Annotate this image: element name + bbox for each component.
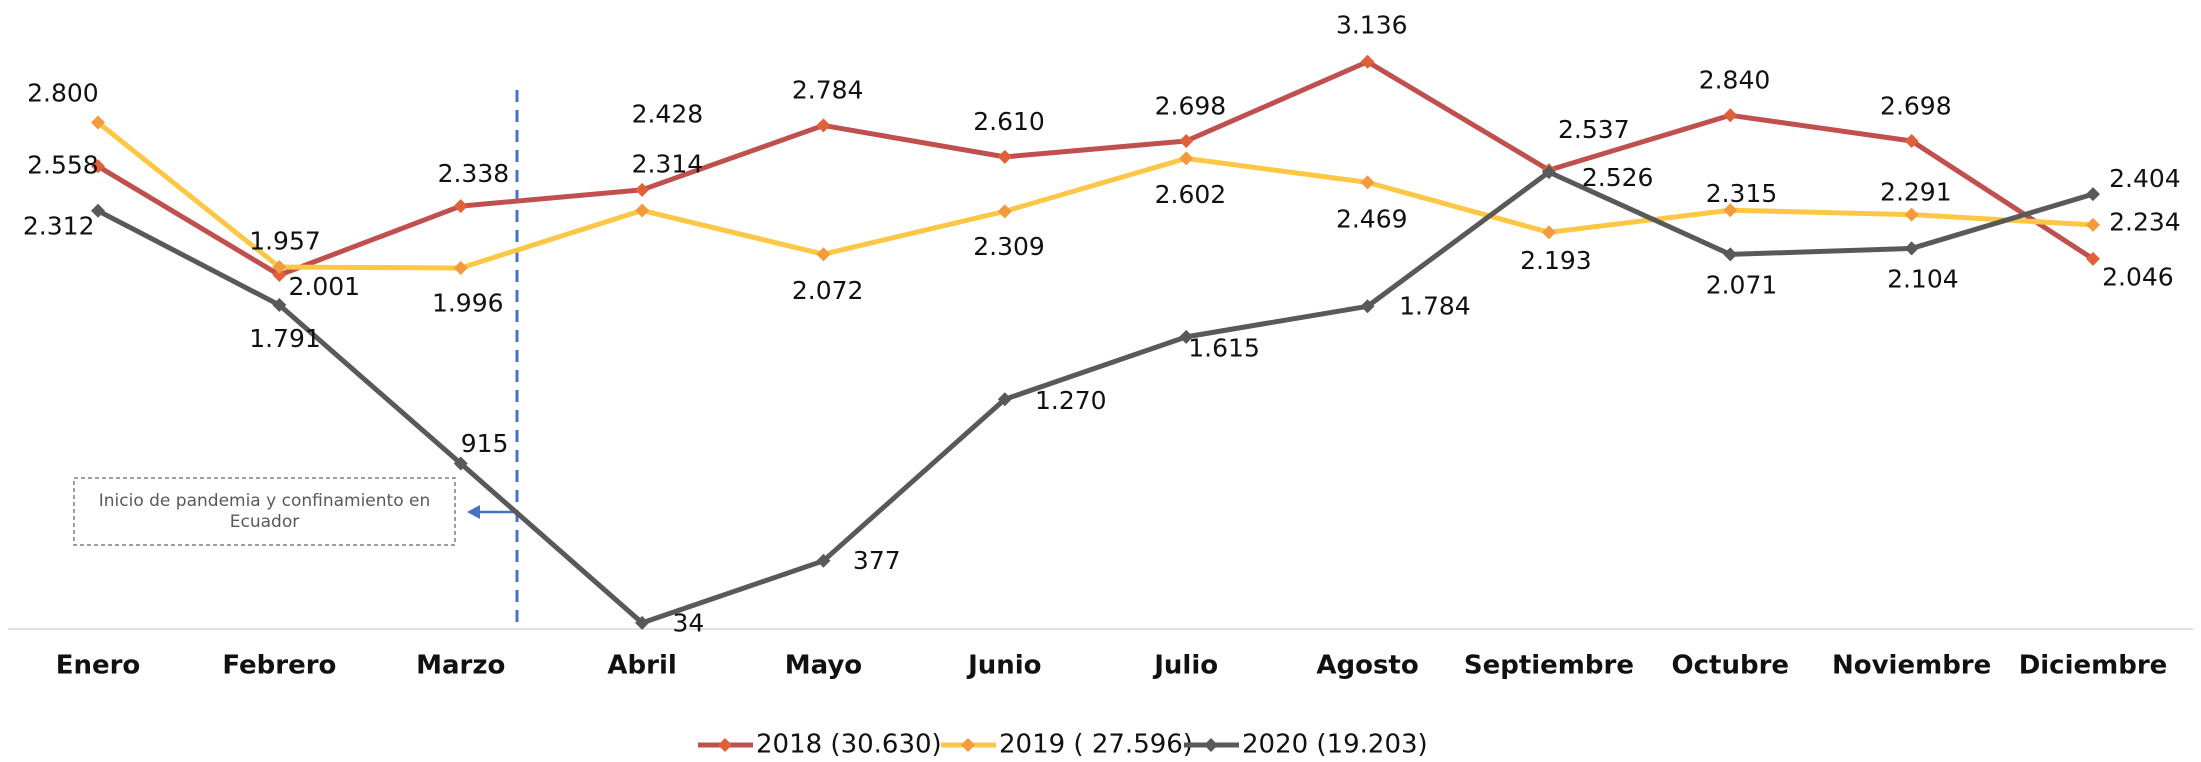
marker	[1360, 299, 1375, 314]
data-label: 34	[673, 608, 705, 637]
data-label: 2.315	[1706, 179, 1778, 208]
x-tick-label: Febrero	[222, 651, 336, 681]
data-label: 2.193	[1520, 246, 1592, 275]
marker	[2086, 217, 2100, 232]
series-line	[96, 169, 2094, 626]
data-label: 915	[461, 429, 509, 458]
x-tick-label: Mayo	[785, 651, 862, 681]
data-label: 2.558	[27, 150, 99, 179]
data-label: 1.270	[1035, 386, 1107, 415]
annotation-box	[73, 477, 456, 546]
marker	[997, 204, 1012, 219]
data-label: 1.791	[249, 324, 321, 353]
data-label: 2.526	[1582, 163, 1654, 192]
marker	[1541, 225, 1556, 240]
marker	[1723, 247, 1738, 262]
marker	[635, 203, 650, 218]
data-label: 2.784	[792, 76, 864, 105]
marker	[453, 260, 468, 275]
data-label: 1.996	[432, 288, 504, 317]
marker	[1360, 54, 1375, 69]
series-line	[96, 120, 2094, 271]
data-label: 2.610	[973, 107, 1045, 136]
data-label: 2.469	[1336, 204, 1408, 233]
data-label: 2.291	[1880, 178, 1952, 207]
marker	[1904, 133, 1919, 148]
x-tick-label: Enero	[56, 651, 141, 681]
marker	[1723, 203, 1738, 218]
data-label: 2.338	[438, 159, 510, 188]
x-tick-label: Agosto	[1316, 651, 1418, 681]
data-label: 2.428	[632, 99, 704, 128]
marker	[816, 247, 831, 262]
marker	[2086, 187, 2100, 202]
x-tick-label: Julio	[1152, 651, 1218, 681]
annotation-wrap: Inicio de pandemia y confinamiento en Ec…	[98, 490, 431, 532]
legend-marker	[1204, 738, 1218, 752]
data-label: 2.404	[2109, 164, 2181, 193]
data-label: 2.537	[1558, 115, 1630, 144]
data-label: 2.314	[632, 150, 704, 179]
data-label: 1.615	[1188, 334, 1260, 363]
marker	[1904, 207, 1919, 222]
legend-label: 2019 ( 27.596)	[999, 730, 1193, 760]
data-label: 2.309	[973, 232, 1045, 261]
data-label: 1.957	[249, 227, 321, 256]
legend-label: 2020 (19.203)	[1242, 730, 1428, 760]
marker	[1723, 108, 1738, 123]
marker	[1360, 175, 1375, 190]
marker	[635, 615, 650, 630]
marker	[91, 159, 105, 174]
marker	[997, 392, 1012, 407]
x-tick-label: Noviembre	[1832, 651, 1991, 681]
data-label: 377	[853, 546, 901, 575]
legend-marker	[718, 738, 732, 752]
marker	[997, 149, 1012, 164]
data-label: 2.072	[792, 276, 864, 305]
data-label: 2.104	[1887, 265, 1959, 294]
marker	[91, 115, 105, 130]
marker	[91, 203, 105, 218]
x-tick-label: Marzo	[416, 651, 505, 681]
data-label: 2.800	[27, 78, 99, 107]
x-tick-label: Abril	[607, 651, 676, 681]
data-label: 2.698	[1880, 91, 1952, 120]
x-tick-label: Diciembre	[2019, 651, 2168, 681]
marker	[272, 260, 287, 275]
marker	[1904, 241, 1919, 256]
marker	[453, 199, 468, 214]
data-label: 2.071	[1706, 271, 1778, 300]
x-tick-label: Junio	[966, 651, 1041, 681]
data-label: 2.046	[2102, 263, 2174, 292]
data-label: 2.602	[1155, 180, 1227, 209]
data-label: 2.312	[23, 212, 95, 241]
marker	[1179, 151, 1194, 166]
legend-label: 2018 (30.630)	[756, 730, 942, 760]
marker	[272, 298, 287, 313]
data-label: 2.234	[2109, 208, 2181, 237]
data-label: 3.136	[1336, 11, 1408, 40]
data-label: 2.698	[1155, 91, 1227, 120]
marker	[453, 456, 468, 471]
marker	[1179, 133, 1194, 148]
series-line	[96, 59, 2095, 278]
data-label: 1.784	[1399, 292, 1471, 321]
data-label: 2.001	[288, 272, 360, 301]
annotation: Inicio de pandemia y confinamiento en Ec…	[98, 490, 431, 532]
marker	[816, 118, 831, 133]
x-tick-label: Septiembre	[1464, 651, 1634, 681]
marker	[1541, 165, 1556, 180]
marker	[816, 553, 831, 568]
annotation-arrowhead	[467, 505, 480, 519]
legend-marker	[961, 738, 975, 752]
marker	[2086, 251, 2100, 266]
data-label: 2.840	[1699, 66, 1771, 95]
marker	[635, 182, 650, 197]
marker	[272, 268, 287, 283]
marker	[1179, 329, 1194, 344]
x-tick-label: Octubre	[1672, 651, 1790, 681]
